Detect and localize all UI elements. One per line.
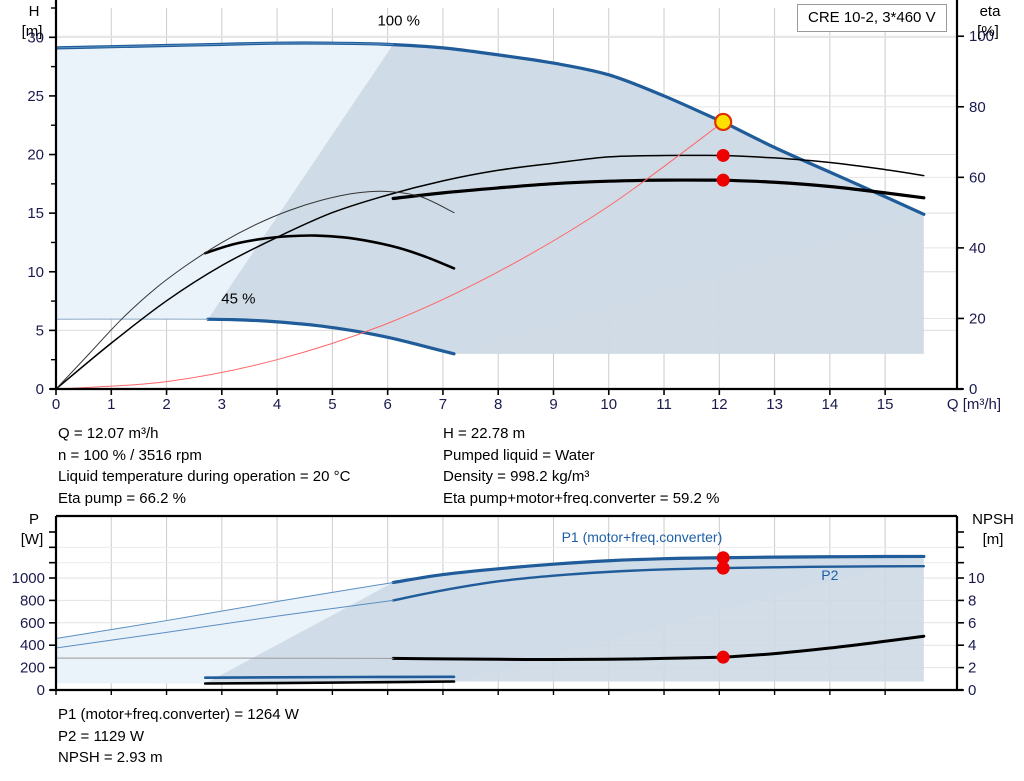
info-liquid-temperature: Liquid temperature during operation = 20… <box>58 468 351 485</box>
ytick-label-15: 15 <box>27 205 44 222</box>
ytick-label-1000: 1000 <box>12 570 45 587</box>
curve-eta-pump <box>56 154 925 389</box>
y2tick-label-0: 0 <box>969 381 977 398</box>
y2tick-label-0: 0 <box>968 682 976 699</box>
duty-marker <box>716 173 730 187</box>
ytick-label-20: 20 <box>27 147 44 164</box>
xtick-label-9: 9 <box>549 396 557 413</box>
y2tick-label-100: 100 <box>969 28 994 45</box>
y-axis-title: H <box>29 3 40 20</box>
ytick-label-30: 30 <box>27 29 44 46</box>
y2tick-label-60: 60 <box>969 169 986 186</box>
duty-marker <box>716 561 730 575</box>
xtick-label-1: 1 <box>107 396 115 413</box>
operating-info-left: Q = 12.07 m³/h n = 100 % / 3516 rpm Liqu… <box>58 423 350 509</box>
duty-marker <box>716 650 730 664</box>
y2-axis-unit: [%] <box>977 23 999 40</box>
info-pumped-liquid: Pumped liquid = Water <box>443 446 595 464</box>
ytick-label-0: 0 <box>36 381 44 398</box>
plot-area <box>56 551 926 685</box>
power-npsh-chart: 0 200 400 600 800 1000 0 2 4 6 8 10 P [W] NPSH [m] P1 (m… <box>12 511 1014 699</box>
info-eta-pump: Eta pump = 66.2 % <box>58 489 186 507</box>
curve-npsh <box>391 634 926 662</box>
y2tick-label-10: 10 <box>968 570 985 587</box>
curve-p1-45 <box>203 675 456 679</box>
y2tick-label-8: 8 <box>968 592 976 609</box>
info-eta-total: Eta pump+motor+freq.converter = 59.2 % <box>443 489 720 507</box>
plot-area <box>56 41 926 389</box>
xtick-label-3: 3 <box>218 396 226 413</box>
info-h: H = 22.78 m <box>443 425 526 442</box>
y-axis-unit: [W] <box>21 531 44 548</box>
curve-100-head-curve-below-min-flow-thin <box>56 42 394 49</box>
x-axis-title: Q [m³/h] <box>947 396 1001 413</box>
xtick-label-14: 14 <box>822 396 839 413</box>
info-q: Q = 12.07 m³/h <box>58 425 159 442</box>
pump-model-title-box: CRE 10-2, 3*460 V <box>797 4 947 32</box>
xtick-label-6: 6 <box>383 396 391 413</box>
curve-p2 <box>391 564 926 602</box>
curve-p2-45 <box>203 680 456 685</box>
y2tick-label-6: 6 <box>968 615 976 632</box>
info-density: Density = 998.2 kg/m³ <box>443 468 590 485</box>
duty-marker <box>716 148 730 162</box>
y2-axis-unit: [m] <box>983 531 1004 548</box>
y2-axis-title: NPSH <box>972 511 1014 528</box>
y2tick-label-20: 20 <box>969 310 986 327</box>
curve-label-0: 100 % <box>377 13 420 30</box>
curve-label-1: 45 % <box>221 290 255 307</box>
ytick-label-600: 600 <box>20 615 45 632</box>
info-p2: P2 = 1129 W <box>58 727 145 745</box>
curve-p1-motor-freq-converter <box>391 554 926 585</box>
curve-p1-thin-low-flow <box>56 581 394 639</box>
y2-axis-title: eta <box>980 3 1002 20</box>
ytick-label-0: 0 <box>37 682 45 699</box>
curve-p2-thin-low-flow <box>56 599 394 649</box>
curve-eta-45-thin <box>56 190 455 389</box>
curve-eta-45-reduced-speed <box>203 234 456 270</box>
curve-eta-pump-motor-freq-converter <box>391 178 926 201</box>
pump-model-title: CRE 10-2, 3*460 V <box>808 9 936 26</box>
curve-system-curve <box>56 121 724 389</box>
duty-point[interactable] <box>714 112 733 132</box>
y2tick-label-80: 80 <box>969 99 986 116</box>
head-efficiency-chart: 100 %45 %0 1 2 3 4 5 6 7 8 9 10 11 12 13 14 15 Q [m³/h]0… <box>22 0 1002 413</box>
xtick-label-8: 8 <box>494 396 502 413</box>
y-axis-unit: [m] <box>22 23 43 40</box>
power-operating-envelope <box>205 556 924 684</box>
xtick-label-5: 5 <box>328 396 336 413</box>
xtick-label-11: 11 <box>656 396 672 413</box>
xtick-label-13: 13 <box>766 396 783 413</box>
info-n: n = 100 % / 3516 rpm <box>58 446 202 464</box>
xtick-label-0: 0 <box>52 396 60 413</box>
ytick-label-200: 200 <box>20 660 45 677</box>
xtick-label-4: 4 <box>273 396 281 413</box>
ytick-label-800: 800 <box>20 592 45 609</box>
series-label-p2: P2 <box>821 567 838 583</box>
y-axis-title: P <box>29 511 39 528</box>
ytick-label-400: 400 <box>20 637 45 654</box>
info-npsh: NPSH = 2.93 m <box>58 749 163 766</box>
ytick-label-5: 5 <box>36 322 44 339</box>
operating-envelope <box>208 44 924 354</box>
operating-info-right: H = 22.78 m Pumped liquid = Water Densit… <box>443 423 719 509</box>
xtick-label-15: 15 <box>877 396 894 413</box>
xtick-label-12: 12 <box>711 396 728 413</box>
y2tick-label-4: 4 <box>968 637 976 654</box>
curve-45-head-curve <box>206 317 456 356</box>
y2tick-label-40: 40 <box>969 240 986 257</box>
y2tick-label-2: 2 <box>968 660 976 677</box>
power-info: P1 (motor+freq.converter) = 1264 W P2 = … <box>58 704 299 769</box>
ytick-label-10: 10 <box>27 264 44 281</box>
ytick-label-25: 25 <box>27 88 44 105</box>
xtick-label-10: 10 <box>600 396 617 413</box>
duty-marker <box>716 551 730 565</box>
xtick-label-7: 7 <box>439 396 447 413</box>
info-p1: P1 (motor+freq.converter) = 1264 W <box>58 706 299 723</box>
xtick-label-2: 2 <box>162 396 170 413</box>
series-label-p1: P1 (motor+freq.converter) <box>562 529 723 545</box>
